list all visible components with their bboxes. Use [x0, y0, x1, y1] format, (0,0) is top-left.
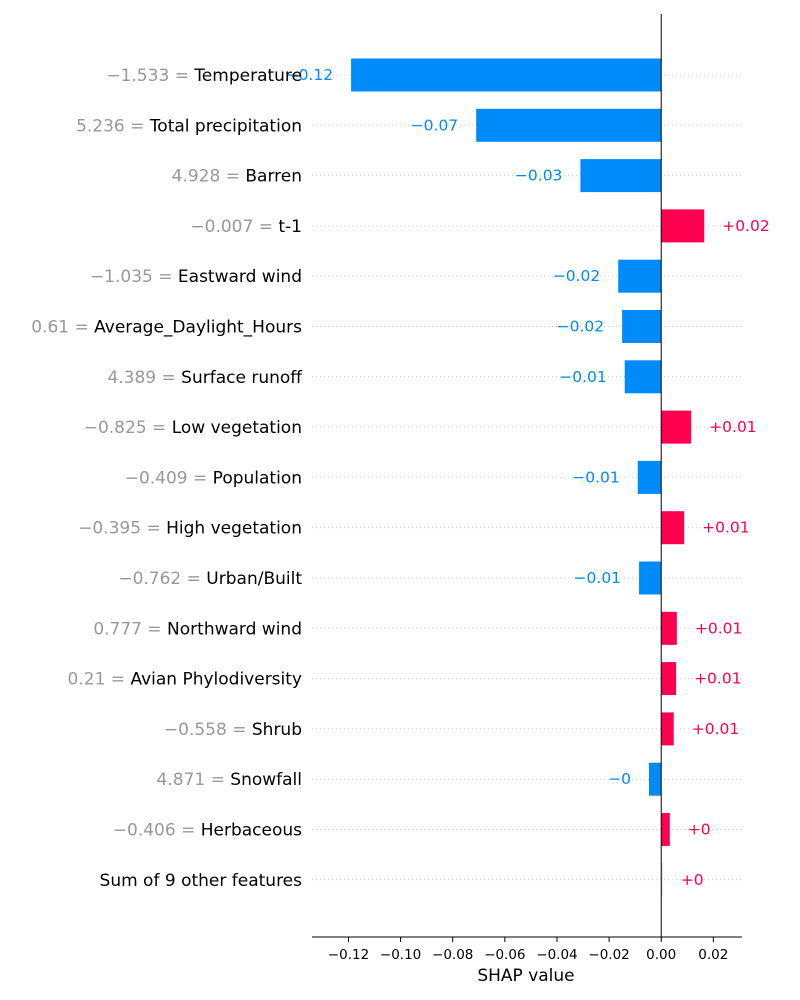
feature-name: Sum of 9 other features	[100, 871, 303, 891]
bar-value-label: −0.01	[572, 468, 620, 486]
bars	[351, 58, 705, 897]
feature-value: −0.395 =	[78, 519, 166, 539]
x-tick-label: −0.04	[536, 947, 577, 963]
bar-barren	[580, 159, 662, 193]
feature-name: Total precipitation	[149, 116, 302, 136]
bar-value-label: +0.01	[695, 619, 743, 637]
feature-label: Sum of 9 other features	[100, 871, 303, 891]
bar-temperature	[351, 58, 662, 92]
bar-northward-wind	[661, 611, 677, 645]
feature-labels: −1.533 = Temperature 5.236 = Total precip…	[31, 66, 303, 891]
feature-label: 4.389 = Surface runoff	[107, 368, 303, 388]
feature-label: 4.871 = Snowfall	[157, 770, 302, 790]
bar-urban-built	[639, 561, 662, 595]
feature-label: −1.533 = Temperature	[106, 66, 302, 86]
feature-value: −0.406 =	[113, 821, 201, 841]
feature-name: Snowfall	[230, 770, 302, 790]
bar-high-vegetation	[661, 511, 685, 545]
feature-label: −0.558 = Shrub	[164, 720, 302, 740]
feature-value: 0.777 =	[93, 619, 167, 639]
feature-name: Population	[213, 468, 302, 488]
bar-surface-runoff	[624, 360, 662, 394]
feature-label: −0.409 = Population	[125, 468, 302, 488]
bar-value-label: −0	[608, 770, 631, 788]
bar-value-label: −0.01	[574, 569, 622, 587]
feature-value: 5.236 =	[76, 116, 150, 136]
feature-label: 0.21 = Avian Phylodiversity	[68, 670, 302, 690]
feature-label: −0.406 = Herbaceous	[113, 821, 302, 841]
feature-name: Surface runoff	[181, 368, 303, 388]
bar-value-label: −0.12	[286, 66, 334, 84]
bar-value-labels: −0.12 −0.07 −0.03 +0.02 −0.02 −0.02 −0.01 +0.01…	[286, 66, 770, 889]
row-gridlines	[312, 74, 742, 881]
feature-name: Low vegetation	[172, 418, 302, 438]
bar-value-label: +0.02	[722, 217, 770, 235]
x-axis-label: SHAP value	[477, 966, 574, 986]
bar-snowfall	[648, 762, 662, 796]
feature-label: 0.777 = Northward wind	[93, 619, 302, 639]
feature-label: 5.236 = Total precipitation	[76, 116, 302, 136]
bar-value-label: −0.03	[515, 167, 563, 185]
feature-name: Northward wind	[167, 619, 302, 639]
feature-value: 0.61 =	[31, 318, 94, 338]
feature-value: −0.558 =	[164, 720, 252, 740]
x-tick-label: 0.02	[698, 947, 728, 963]
x-tick-label: −0.08	[432, 947, 473, 963]
feature-value: 4.389 =	[107, 368, 181, 388]
bar-population	[637, 460, 662, 494]
bar-t-1	[661, 209, 705, 243]
feature-value: −0.007 =	[190, 217, 278, 237]
feature-value: 4.871 =	[157, 770, 231, 790]
x-tick-label: −0.06	[484, 947, 525, 963]
bar-eastward-wind	[618, 259, 662, 293]
feature-value: 0.21 =	[68, 670, 131, 690]
bar-value-label: −0.07	[411, 116, 459, 134]
feature-value: −1.035 =	[90, 267, 178, 287]
feature-value: −1.533 =	[106, 66, 194, 86]
bar-value-label: −0.02	[553, 267, 601, 285]
feature-name: High vegetation	[166, 519, 302, 539]
bar-sum-of-9-other-features	[661, 863, 663, 897]
bar-value-label: +0.01	[694, 670, 742, 688]
bar-shrub	[661, 712, 674, 746]
feature-value: −0.825 =	[84, 418, 172, 438]
bar-average-daylight-hours	[622, 310, 662, 343]
feature-name: Urban/Built	[206, 569, 302, 589]
feature-label: −0.825 = Low vegetation	[84, 418, 302, 438]
feature-name: Barren	[245, 167, 302, 187]
feature-label: 4.928 = Barren	[172, 167, 302, 187]
bar-herbaceous	[661, 813, 670, 846]
x-tick-label: −0.02	[588, 947, 629, 963]
x-axis: −0.12 −0.10 −0.08 −0.06 −0.04 −0.02 0.00 0.02	[312, 936, 742, 963]
bar-value-label: +0.01	[692, 720, 740, 738]
feature-name: Shrub	[252, 720, 302, 740]
feature-label: −0.007 = t-1	[190, 217, 302, 237]
bar-total-precipitation	[476, 108, 662, 142]
feature-name: Temperature	[193, 66, 302, 86]
bar-value-label: +0	[688, 821, 711, 839]
feature-name: Avian Phylodiversity	[130, 670, 302, 690]
feature-label: −0.395 = High vegetation	[78, 519, 302, 539]
feature-label: −0.762 = Urban/Built	[118, 569, 302, 589]
bar-value-label: +0.01	[709, 418, 757, 436]
feature-name: Herbaceous	[201, 821, 302, 841]
feature-label: 0.61 = Average_Daylight_Hours	[31, 318, 302, 338]
bar-value-label: +0	[681, 871, 704, 889]
feature-value: −0.762 =	[118, 569, 206, 589]
feature-value: −0.409 =	[125, 468, 213, 488]
x-tick-label: −0.12	[328, 947, 369, 963]
feature-name: Eastward wind	[178, 267, 302, 287]
bar-low-vegetation	[661, 410, 692, 444]
feature-name: t-1	[278, 217, 302, 237]
bar-value-label: +0.01	[702, 519, 750, 537]
x-tick-label: −0.10	[380, 947, 421, 963]
bar-avian-phylodiversity	[661, 662, 677, 696]
bar-value-label: −0.02	[557, 318, 605, 336]
feature-value: 4.928 =	[172, 167, 246, 187]
feature-name: Average_Daylight_Hours	[94, 318, 302, 338]
bar-value-label: −0.01	[559, 368, 607, 386]
feature-label: −1.035 = Eastward wind	[90, 267, 302, 287]
x-tick-label: 0.00	[646, 947, 676, 963]
